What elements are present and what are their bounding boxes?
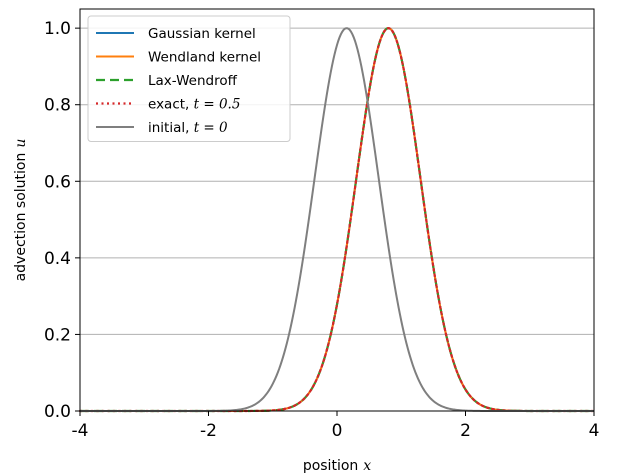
x-axis-label-variable: x bbox=[363, 458, 371, 474]
y-axis-label: advection solution u bbox=[13, 139, 29, 282]
legend-label-gaussian: Gaussian kernel bbox=[148, 26, 256, 42]
y-tick-label: 1.0 bbox=[44, 19, 71, 39]
legend-entry-gaussian: Gaussian kernel bbox=[96, 26, 256, 42]
x-tick-label: 2 bbox=[460, 421, 471, 441]
y-tick-label: 0.6 bbox=[44, 172, 71, 192]
y-tick-label: 0.0 bbox=[44, 402, 71, 422]
y-axis-label-text: advection solution bbox=[13, 153, 29, 282]
x-tick-label: -2 bbox=[200, 421, 217, 441]
y-axis-label-variable: u bbox=[13, 139, 29, 148]
legend-label-initial: initial, t = 0 bbox=[148, 120, 228, 136]
x-axis-label: position x bbox=[303, 458, 371, 474]
y-tick-label: 0.2 bbox=[44, 325, 71, 345]
legend-box bbox=[87, 15, 291, 142]
legend-entry-exact: exact, t = 0.5 bbox=[96, 97, 240, 113]
legend-entry-lax-wendroff: Lax-Wendroff bbox=[96, 73, 238, 89]
legend-label-exact: exact, t = 0.5 bbox=[148, 97, 240, 113]
tick-layer: 0.0 0.2 0.4 0.6 0.8 1.0 -4 -2 0 2 4 bbox=[44, 19, 599, 441]
y-tick-label: 0.4 bbox=[44, 249, 71, 269]
x-tick-label: 4 bbox=[589, 421, 600, 441]
legend-entry-initial: initial, t = 0 bbox=[96, 120, 228, 136]
legend-label-wendland: Wendland kernel bbox=[148, 50, 261, 66]
legend-entry-wendland: Wendland kernel bbox=[96, 50, 261, 66]
legend: Gaussian kernel Wendland kernel Lax-Wend… bbox=[87, 15, 291, 142]
x-tick-label: 0 bbox=[332, 421, 343, 441]
legend-label-lax-wendroff: Lax-Wendroff bbox=[148, 73, 238, 89]
x-axis-label-text: position bbox=[303, 458, 358, 474]
y-tick-label: 0.8 bbox=[44, 96, 71, 116]
x-tick-label: -4 bbox=[72, 421, 89, 441]
